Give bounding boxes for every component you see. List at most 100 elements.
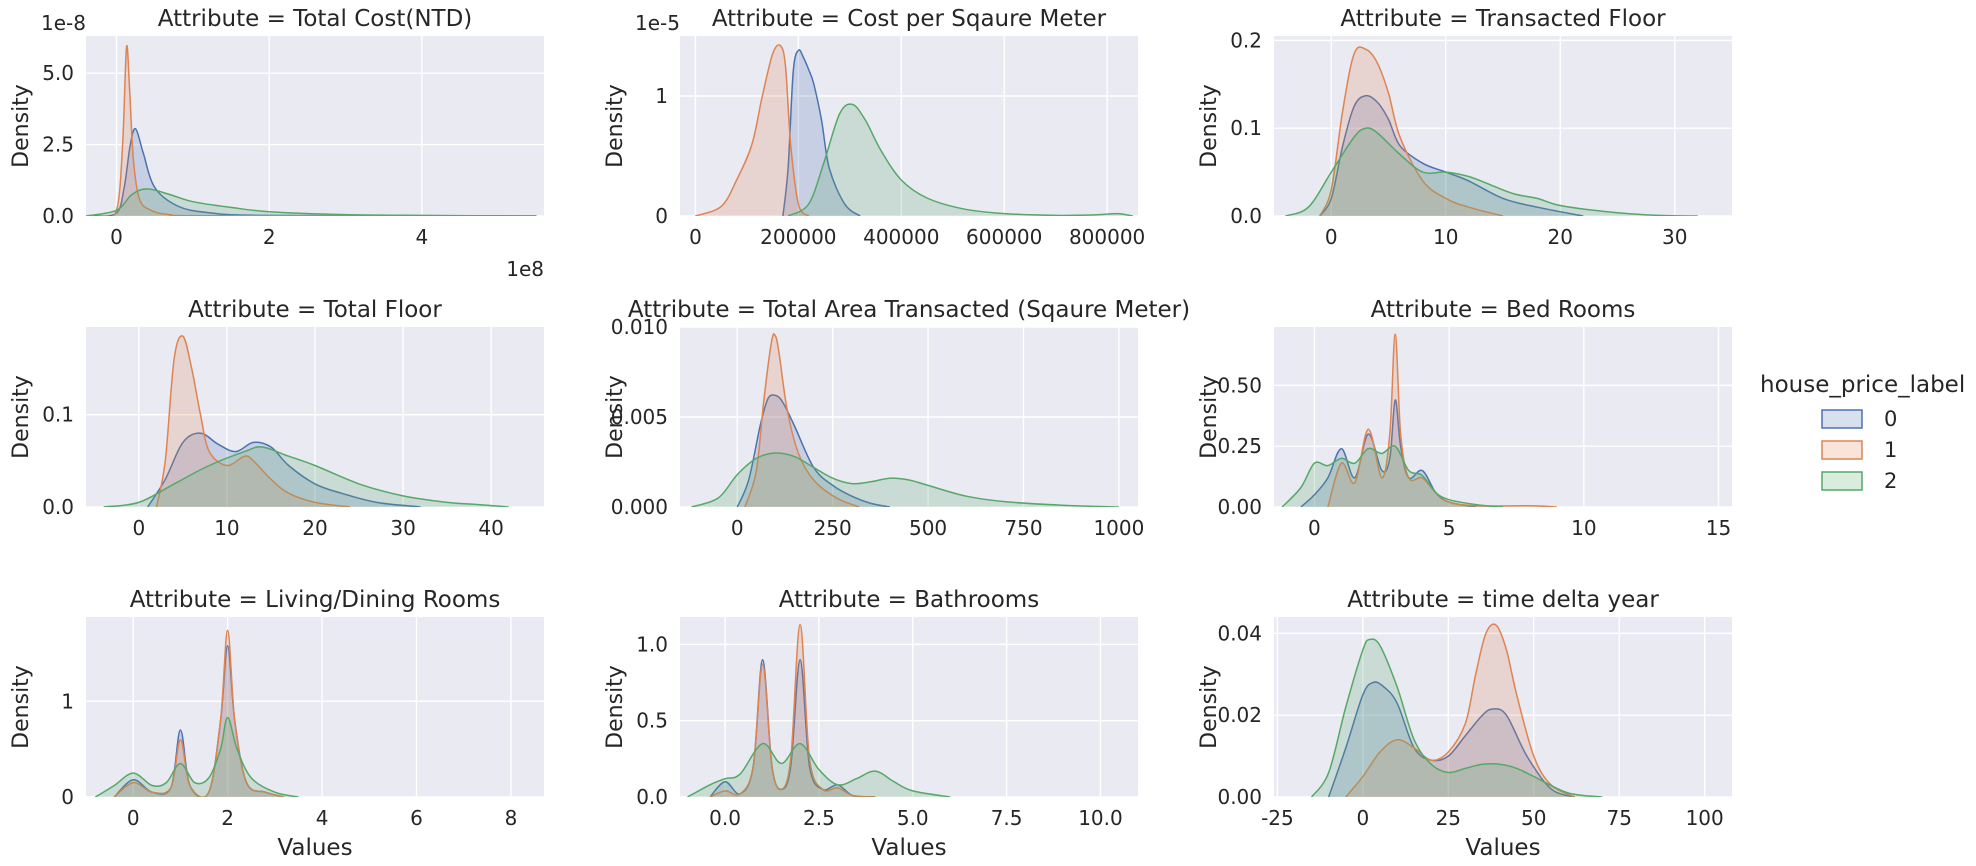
series-layer [1281, 333, 1557, 507]
density-area-0 [1319, 95, 1584, 216]
y-tick-label: 0.000 [611, 495, 668, 519]
x-tick-label: 20 [302, 516, 327, 540]
y-tick-label: 0.00 [1217, 785, 1262, 809]
x-tick-label: 2.5 [803, 806, 835, 830]
panel-7: Attribute = Living/Dining Rooms 0 2 4 6 8 0 1 De… [9, 587, 544, 861]
x-tick-label: 250 [814, 516, 852, 540]
panel-title: Attribute = time delta year [1347, 587, 1659, 613]
plot-area [1274, 617, 1732, 797]
y-tick-label: 0.00 [1217, 495, 1262, 519]
density-line-1 [1345, 623, 1576, 797]
y-axis-label: Density [1197, 375, 1222, 459]
x-tick-label: 30 [390, 516, 415, 540]
density-area-0 [147, 433, 421, 507]
density-line-1 [709, 623, 876, 797]
density-area-0 [1300, 399, 1477, 507]
x-offset-text: 1e8 [506, 257, 544, 281]
density-line-2 [1310, 638, 1603, 797]
plot-area [1274, 327, 1732, 507]
y-tick-label: 1.0 [636, 632, 668, 656]
density-line-2 [103, 446, 509, 507]
density-line-1 [695, 44, 810, 216]
y-tick-label: 0.0 [42, 495, 74, 519]
y-tick-label: 0.0 [42, 204, 74, 228]
density-line-2 [1285, 127, 1698, 216]
panel-4: Attribute = Total Floor 0 10 20 30 40 0.0 0.1 De… [9, 297, 544, 540]
density-area-2 [1282, 445, 1503, 507]
y-tick-label: 1 [61, 689, 74, 713]
density-line-2 [787, 103, 1134, 216]
panel-title: Attribute = Cost per Sqaure Meter [712, 6, 1107, 32]
panels-layer: Attribute = Total Cost(NTD) 0 2 4 0.0 2.5 5.0 D… [9, 6, 1732, 861]
panel-3: Attribute = Transacted Floor 0 10 20 30 0.0 0.… [1197, 6, 1732, 249]
panel-9: Attribute = time delta year -25 0 25 50 75 100… [1197, 587, 1732, 861]
series-layer [86, 44, 537, 216]
y-axis-label: Density [1197, 665, 1222, 749]
density-area-2 [95, 717, 299, 797]
series-layer [1310, 623, 1603, 797]
series-layer [687, 623, 951, 797]
y-axis-label: Density [9, 375, 34, 459]
series-layer [691, 333, 1119, 507]
density-area-0 [1328, 682, 1575, 797]
density-area-0 [737, 394, 890, 507]
y-tick-label: 0.50 [1217, 373, 1262, 397]
density-line-0 [1300, 399, 1477, 507]
density-area-1 [156, 335, 351, 507]
density-line-1 [101, 44, 537, 216]
x-axis-label: Values [1465, 835, 1540, 861]
y-offset-text: 1e-8 [41, 11, 86, 35]
series-layer [695, 44, 1134, 216]
legend: house_price_label 0 1 2 [1760, 372, 1965, 493]
y-tick-label: 0.0 [1230, 204, 1262, 228]
y-tick-label: 0 [61, 785, 74, 809]
density-area-1 [710, 624, 876, 797]
x-tick-label: 400000 [863, 225, 939, 249]
density-line-2 [691, 452, 1119, 507]
panel-title: Attribute = Bed Rooms [1371, 297, 1636, 323]
density-area-2 [788, 104, 1133, 216]
y-axis-label: Density [603, 375, 628, 459]
x-tick-label: 0 [1356, 806, 1369, 830]
x-tick-label: 4 [316, 806, 329, 830]
x-tick-label: 0 [1325, 225, 1338, 249]
x-tick-label: 600000 [966, 225, 1042, 249]
density-area-2 [86, 188, 537, 216]
y-axis-label: Density [603, 84, 628, 168]
x-tick-label: 200000 [760, 225, 836, 249]
density-area-2 [1311, 639, 1603, 797]
x-tick-label: 0 [731, 516, 744, 540]
plot-area [680, 617, 1138, 797]
legend-title: house_price_label [1760, 372, 1965, 398]
legend-swatch-1 [1821, 440, 1863, 460]
y-tick-label: 0.25 [1217, 434, 1262, 458]
plot-area [86, 617, 544, 797]
density-line-2 [95, 716, 299, 797]
density-line-1 [1327, 333, 1557, 507]
x-tick-label: 5.0 [897, 806, 929, 830]
series-layer [95, 629, 299, 797]
x-tick-label: 800000 [1069, 225, 1145, 249]
density-line-1 [113, 629, 285, 797]
x-tick-label: 0 [132, 516, 145, 540]
density-area-0 [710, 659, 876, 797]
x-tick-label: 8 [505, 806, 518, 830]
panel-1: Attribute = Total Cost(NTD) 0 2 4 0.0 2.5 5.0 D… [9, 6, 544, 281]
x-tick-label: 50 [1521, 806, 1546, 830]
density-line-0 [1327, 681, 1576, 797]
density-line-0 [147, 432, 421, 507]
y-tick-label: 5.0 [42, 61, 74, 85]
density-area-1 [1345, 624, 1575, 797]
x-tick-label: 0 [127, 806, 140, 830]
legend-label-0: 0 [1884, 407, 1897, 431]
panel-title: Attribute = Transacted Floor [1340, 6, 1666, 32]
y-tick-label: 0.005 [611, 405, 668, 429]
x-tick-label: 2 [221, 806, 234, 830]
y-tick-label: 0.2 [1230, 28, 1262, 52]
x-tick-label: 750 [1004, 516, 1042, 540]
y-offset-text: 1e-5 [635, 11, 680, 35]
x-tick-label: 10.0 [1078, 806, 1123, 830]
density-line-1 [1319, 46, 1504, 216]
x-tick-label: 10 [1433, 225, 1458, 249]
